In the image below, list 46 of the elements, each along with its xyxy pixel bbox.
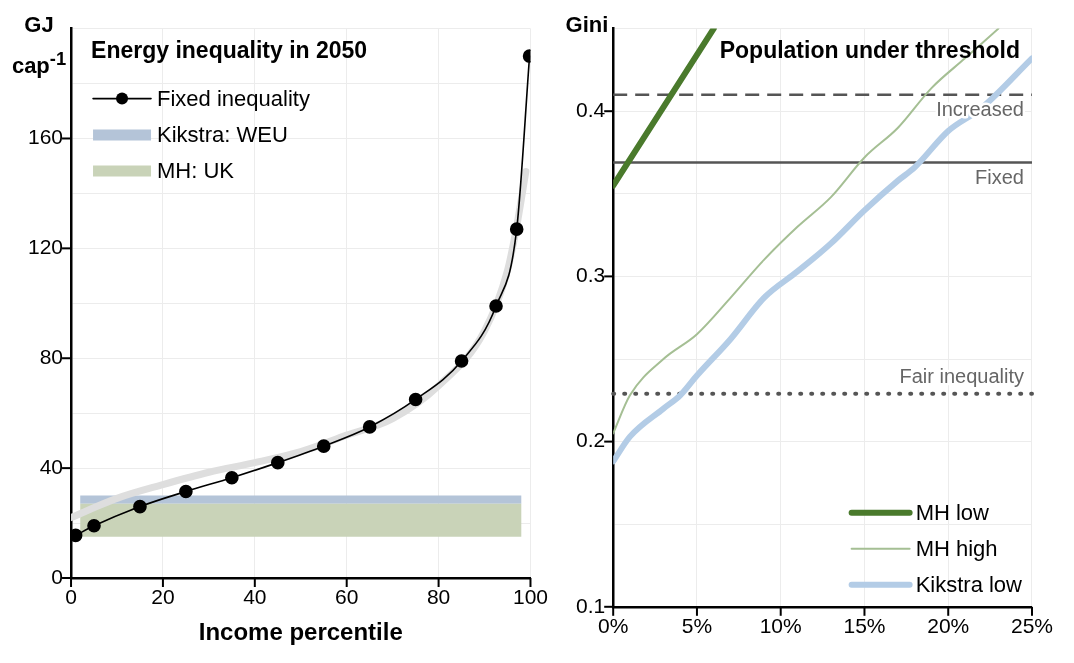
x-tick-label: 10% [759, 614, 802, 638]
x-tick-label: 0% [598, 614, 629, 638]
y-tick-label: 120 [27, 235, 64, 259]
legend-label: MH: UK [157, 157, 235, 183]
y-tick-label: 0.2 [575, 428, 606, 452]
x-tick-label: 40 [243, 585, 267, 609]
x-tick-label: 20 [151, 585, 175, 609]
x-tick-label: 20% [927, 614, 970, 638]
point [179, 484, 193, 499]
y-tick-label: 40 [39, 454, 64, 478]
y-axis-title: Gini [564, 11, 610, 39]
y-tick-label: 0 [51, 564, 64, 588]
x-tick-label: 80 [426, 585, 451, 609]
x-tick-label: 15% [843, 614, 886, 638]
y-axis-title: GJ cap$^{-1}$ [10, 11, 68, 81]
x-tick-label: 100 [512, 585, 548, 609]
legend-label: MH high [915, 535, 998, 561]
point [362, 420, 377, 434]
point [225, 470, 239, 485]
x-axis-title: Income percentile [198, 618, 403, 646]
legend-label: MH low [915, 499, 990, 525]
point [489, 299, 503, 313]
x-tick-label: 5% [681, 614, 713, 638]
legend-label: Kikstra: WEU [157, 121, 288, 147]
point [454, 354, 469, 368]
point [316, 439, 331, 453]
chart-title: Population under threshold [719, 37, 1020, 64]
point [71, 528, 83, 543]
y-tick-label: 0.4 [575, 98, 606, 121]
point [133, 499, 147, 514]
legend-label: Kikstra low [915, 571, 1023, 597]
ref-line-label: Increased [936, 98, 1024, 121]
y-tick-label: 0.1 [575, 593, 606, 617]
point [408, 392, 423, 407]
legend-label: Fixed inequality [157, 85, 310, 111]
point [270, 455, 285, 470]
point [87, 519, 101, 533]
y-tick-label: 0.3 [575, 263, 606, 287]
y-tick-label: 80 [39, 345, 64, 369]
point [509, 222, 524, 236]
ref-line-label: Fair inequality [899, 365, 1024, 388]
y-tick-label: 160 [27, 125, 64, 149]
chart-title: Energy inequality in 2050 [91, 37, 368, 64]
x-tick-label: 60 [335, 585, 359, 609]
ref-line-label: Fixed [975, 165, 1024, 188]
x-tick-label: 25% [1010, 614, 1053, 638]
